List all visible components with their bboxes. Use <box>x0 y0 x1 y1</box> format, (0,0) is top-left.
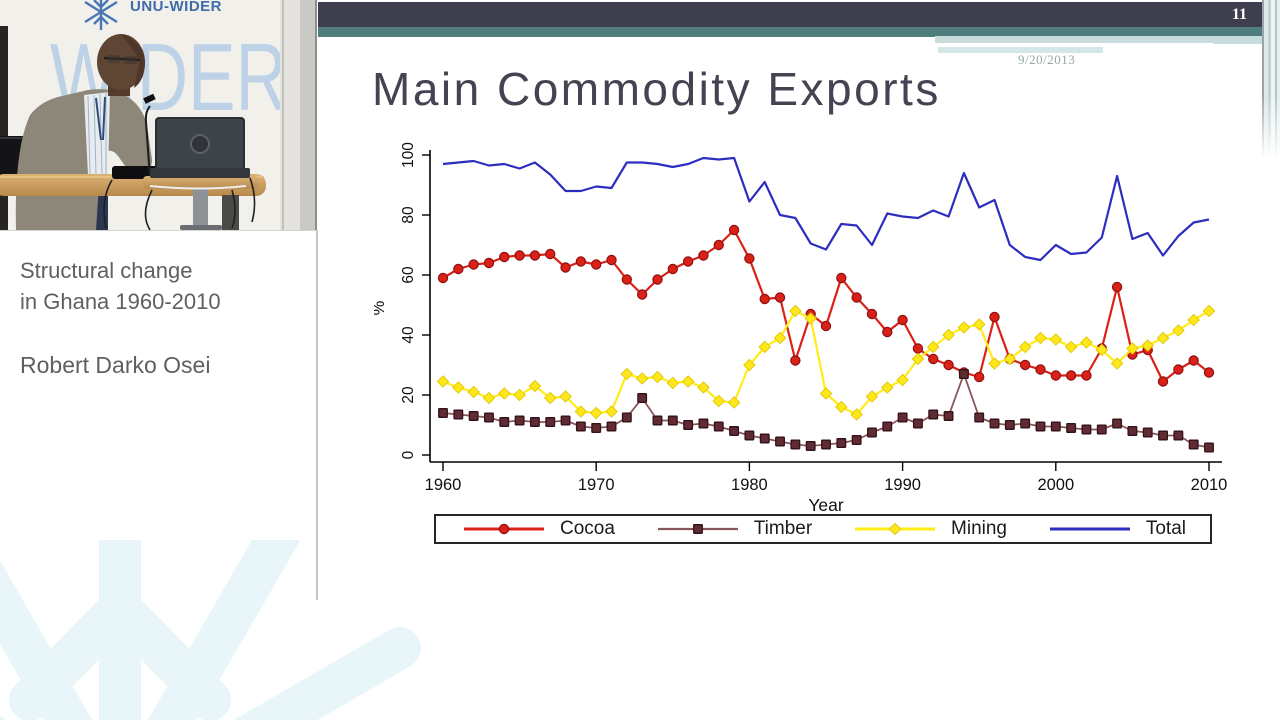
video-feed: WIDER en UNU-WIDER <box>0 0 317 231</box>
svg-text:80: 80 <box>400 206 417 224</box>
svg-text:1990: 1990 <box>884 476 921 494</box>
timber-line-icon <box>657 524 738 534</box>
svg-text:Year: Year <box>808 495 844 514</box>
presentation-slide: 11 9/20/2013 Main Commodity Exports 0 20 4… <box>318 0 1280 600</box>
slide-title: Main Commodity Exports <box>372 63 941 115</box>
svg-text:1970: 1970 <box>578 476 615 494</box>
legend-item-mining: Mining <box>851 518 1007 540</box>
slide-left-border <box>316 230 318 600</box>
slide-header-dark-bar <box>318 2 1262 27</box>
caption-line-1: Structural change <box>20 258 193 283</box>
svg-text:2000: 2000 <box>1037 476 1074 494</box>
slide-number: 11 <box>1231 6 1247 23</box>
unu-wider-logo: UNU-WIDER <box>84 0 222 30</box>
legend-label-total: Total <box>1145 518 1186 539</box>
svg-text:1960: 1960 <box>425 476 462 494</box>
caption-author: Robert Darko Osei <box>20 352 211 378</box>
slide-header-teal-bar <box>318 27 1262 37</box>
legend-item-timber: Timber <box>654 518 812 540</box>
legend-label-mining: Mining <box>951 518 1008 539</box>
slide-date: 9/20/2013 <box>1018 52 1076 67</box>
commodity-exports-chart: 0 20 40 60 80 100 1960 1970 1980 1990 2000 2010% Yea… <box>374 142 1228 514</box>
dell-logo <box>190 134 210 154</box>
legend-label-timber: Timber <box>753 518 813 539</box>
svg-text:100: 100 <box>400 142 417 168</box>
slide-header-light-band-2 <box>938 47 1103 53</box>
slide-right-edge-stripes <box>1262 0 1280 158</box>
svg-text:1980: 1980 <box>731 476 768 494</box>
series-mining <box>436 304 1216 421</box>
svg-text:60: 60 <box>400 266 417 284</box>
svg-text:20: 20 <box>400 386 417 404</box>
scene-edge <box>0 26 8 230</box>
legend-item-cocoa: Cocoa <box>460 518 615 540</box>
cocoa-line-icon <box>464 523 544 535</box>
series-cocoa <box>437 224 1215 387</box>
series-total <box>442 156 1210 262</box>
mining-line-icon <box>855 522 936 536</box>
chart-legend: Cocoa Timber Mining Total <box>434 514 1212 544</box>
legend-label-cocoa: Cocoa <box>560 518 615 539</box>
logo-text: UNU-WIDER <box>130 0 222 15</box>
svg-text:40: 40 <box>400 326 417 344</box>
caption-line-2: in Ghana 1960-2010 <box>20 289 221 314</box>
white-cable <box>149 185 247 190</box>
svg-text:%: % <box>374 300 388 315</box>
slide-header-light-band <box>935 36 1262 44</box>
svg-text:2010: 2010 <box>1191 476 1228 494</box>
dell-laptop <box>150 117 250 178</box>
video-scene: WIDER en UNU-WIDER <box>0 0 317 230</box>
series-timber <box>438 369 1214 453</box>
cables <box>103 177 256 230</box>
svg-text:0: 0 <box>400 450 417 459</box>
total-line-icon <box>1049 527 1130 531</box>
legend-item-total: Total <box>1046 518 1186 540</box>
laptop-table <box>143 176 258 230</box>
snowflake-icon <box>84 0 118 30</box>
slide-header-white-stripe <box>935 43 1213 47</box>
